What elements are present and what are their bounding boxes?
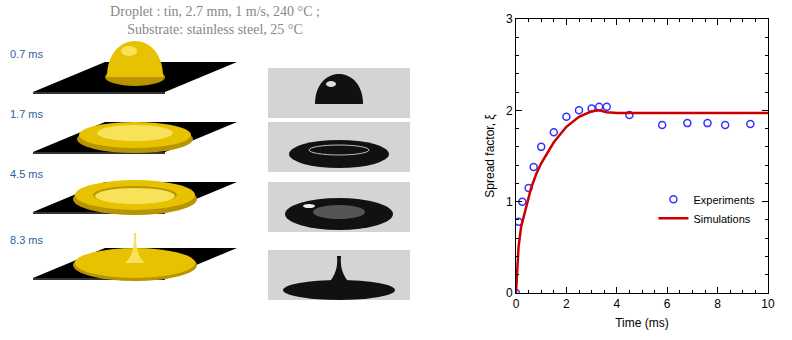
svg-text:Spread factor, ξ: Spread factor, ξ <box>483 114 497 198</box>
svg-text:0.7 ms: 0.7 ms <box>10 48 44 60</box>
svg-text:1: 1 <box>506 195 513 209</box>
svg-text:10: 10 <box>761 297 775 311</box>
svg-text:Simulations: Simulations <box>693 213 750 225</box>
svg-text:4: 4 <box>613 297 620 311</box>
svg-text:2: 2 <box>506 104 513 118</box>
svg-text:0: 0 <box>506 286 513 300</box>
svg-text:Droplet : tin, 2.7 mm, 1 m/s,: Droplet : tin, 2.7 mm, 1 m/s, 240 °C ; <box>110 4 320 19</box>
svg-text:0: 0 <box>513 297 520 311</box>
svg-text:Time (ms): Time (ms) <box>615 316 669 330</box>
svg-text:2: 2 <box>563 297 570 311</box>
svg-text:6: 6 <box>664 297 671 311</box>
svg-text:1.7 ms: 1.7 ms <box>10 108 44 120</box>
svg-text:Substrate: stainless steel, 25: Substrate: stainless steel, 25 °C <box>127 22 303 37</box>
svg-text:4.5 ms: 4.5 ms <box>10 168 44 180</box>
svg-text:Experiments: Experiments <box>693 194 755 206</box>
svg-text:8.3 ms: 8.3 ms <box>10 234 44 246</box>
svg-text:8: 8 <box>714 297 721 311</box>
svg-text:3: 3 <box>506 12 513 26</box>
